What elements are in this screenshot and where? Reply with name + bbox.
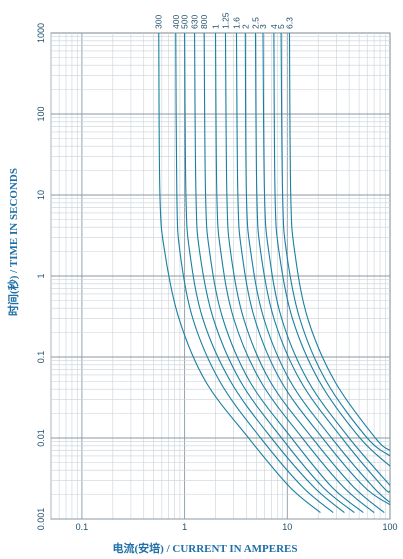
y-tick-label: 100 [36,106,46,121]
rating-label-630: 630 [190,15,200,29]
rating-label-500: 500 [180,15,190,29]
x-tick-labels: 0.1 1 10 100 [76,522,398,532]
curve-1 [214,32,375,514]
y-axis-title: 时间(秒) / TIME IN SECONDS [6,168,20,316]
curve-group [158,32,391,514]
rating-label-2.5: 2.5 [250,17,260,29]
y-tick-labels: 0.001 0.01 0.1 1 10 100 1000 [36,23,46,530]
rating-label-5: 5 [276,24,286,29]
rating-label-6.3: 6.3 [284,17,294,29]
y-tick-label: 10 [36,190,46,200]
rating-label-1: 1 [211,24,221,29]
curve-500 [184,32,345,514]
rating-label-1.6: 1.6 [231,17,241,29]
curve-1.6 [235,32,391,506]
rating-label-300: 300 [154,15,164,29]
rating-label-4: 4 [269,24,279,29]
y-tick-label: 0.1 [36,351,46,364]
curve-2 [244,32,391,503]
y-tick-label: 1000 [36,23,46,43]
rating-label-400: 400 [171,15,181,29]
rating-label-800: 800 [199,15,209,29]
curve-1.25 [224,32,385,514]
x-tick-label: 0.1 [76,522,89,532]
curve-300 [158,32,321,514]
curve-400 [175,32,334,514]
rating-label-3: 3 [258,24,268,29]
curve-3 [262,32,391,486]
x-axis-title: 电流(安培) / CURRENT IN AMPERES [113,541,298,555]
rating-label-1.25: 1.25 [220,12,230,29]
curve-6.3 [288,32,391,451]
curve-2.5 [254,32,391,493]
curve-5 [280,32,391,457]
y-tick-label: 0.001 [36,508,46,531]
x-tick-label: 100 [382,522,397,532]
curve-800 [203,32,364,514]
y-tick-label: 1 [36,273,46,278]
x-tick-label: 10 [282,522,292,532]
rating-label-2: 2 [240,24,250,29]
curve-4 [273,32,391,467]
curve-630 [194,32,355,514]
y-tick-label: 0.01 [36,429,46,447]
grid [50,33,390,520]
x-tick-label: 1 [182,522,187,532]
